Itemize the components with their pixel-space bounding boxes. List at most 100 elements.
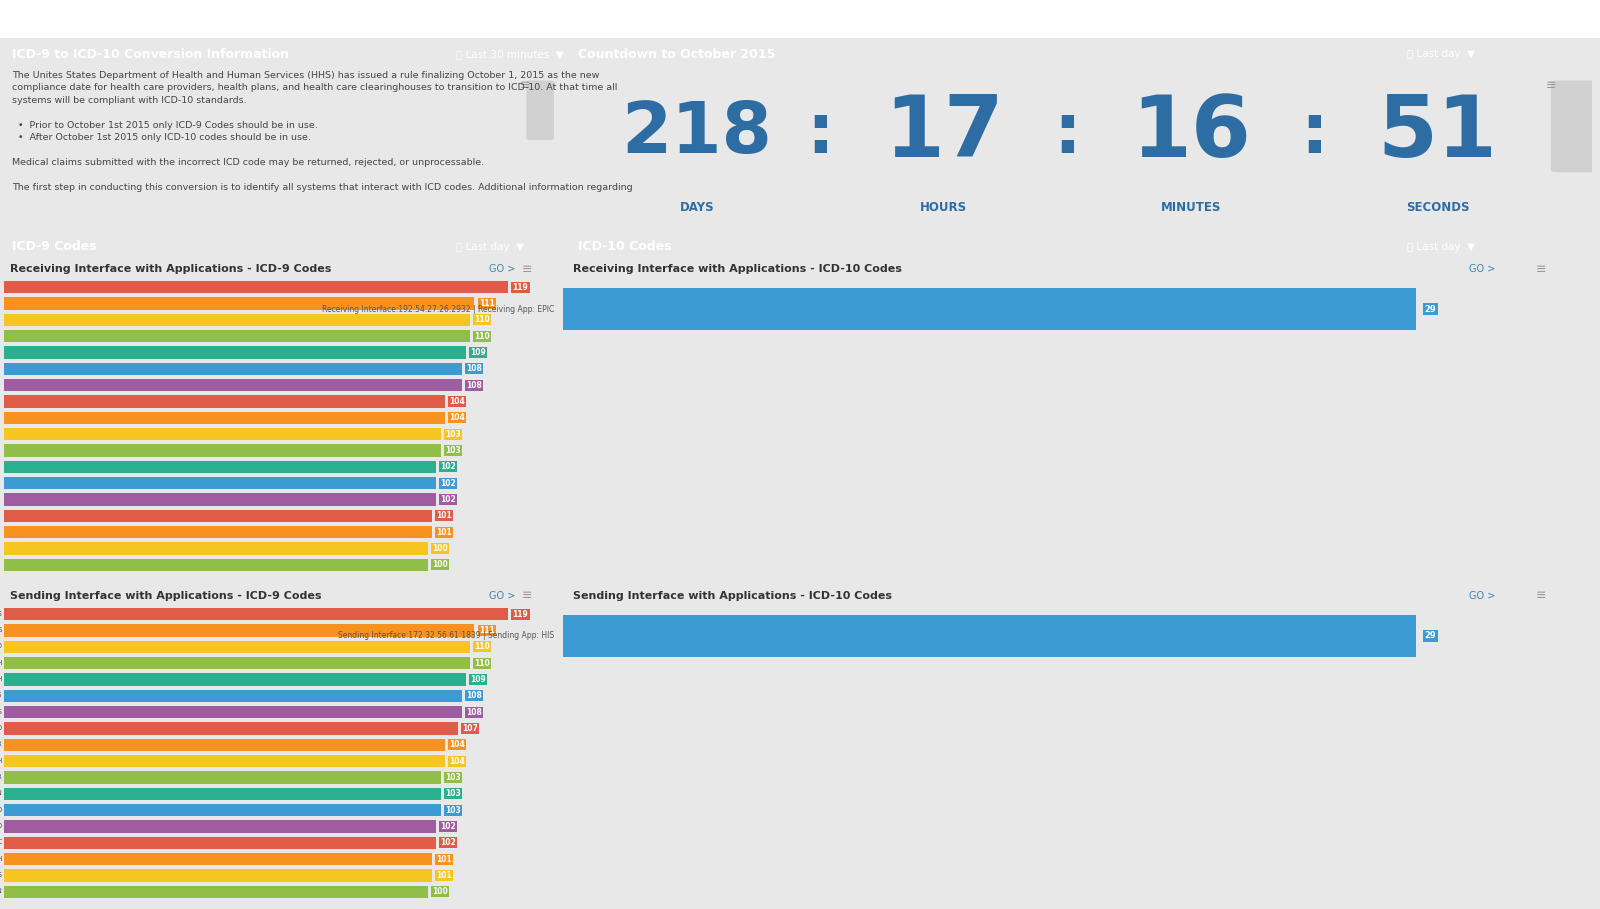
- Text: Receiving Interface with Applications - ICD-10 Codes: Receiving Interface with Applications - …: [573, 264, 902, 274]
- Text: 101: 101: [437, 854, 453, 864]
- Text: ≡: ≡: [522, 263, 533, 275]
- Text: Sending Interface:192.54.12.46:7198 | Sending App: CARE360: Sending Interface:192.54.12.46:7198 | Se…: [0, 823, 2, 830]
- Bar: [563, 615, 1416, 657]
- Bar: [3, 739, 445, 751]
- Text: SECONDS: SECONDS: [1406, 201, 1469, 215]
- Bar: [3, 723, 458, 734]
- Text: 103: 103: [445, 789, 461, 798]
- Text: Sending Interface:192.54.12.46:2932 | Sending App: MCKESSON: Sending Interface:192.54.12.46:2932 | Se…: [0, 888, 2, 895]
- FancyBboxPatch shape: [526, 81, 554, 140]
- Text: 110: 110: [475, 332, 490, 341]
- Text: 109: 109: [470, 348, 486, 357]
- Text: Sending Interface:192.54.12.46:1839 | Sending App: CARE360: Sending Interface:192.54.12.46:1839 | Se…: [0, 725, 2, 732]
- Text: Receiving Interface:192.54.27.26:2932 | Receiving App: EPIC: Receiving Interface:192.54.27.26:2932 | …: [322, 305, 554, 314]
- Text: ≡: ≡: [522, 590, 533, 603]
- Text: Sending Interface:192.54.12.46:1839 | Sending App: ALLSCRIPTS: Sending Interface:192.54.12.46:1839 | Se…: [0, 611, 2, 618]
- Bar: [3, 706, 462, 718]
- Text: Sending Interface:172.32.56.61:7198 | Sending App: MIRTH: Sending Interface:172.32.56.61:7198 | Se…: [0, 660, 2, 666]
- FancyBboxPatch shape: [1555, 2, 1595, 38]
- Text: Sending Interface:192.54.12.46:1839 | Sending App: MIRTH: Sending Interface:192.54.12.46:1839 | Se…: [0, 758, 2, 764]
- Text: ⏱ Last 30 minutes  ▼: ⏱ Last 30 minutes ▼: [456, 49, 563, 59]
- Text: Sending Interface with Applications - ICD-10 Codes: Sending Interface with Applications - IC…: [573, 591, 893, 601]
- Text: MINUTES: MINUTES: [1160, 201, 1221, 215]
- Text: ⏱ Last day  ▼: ⏱ Last day ▼: [1406, 242, 1475, 252]
- Text: 110: 110: [475, 659, 490, 668]
- Text: Sending Interface:10.10.22.85:1839 | Sending App: CARE360: Sending Interface:10.10.22.85:1839 | Sen…: [0, 644, 2, 650]
- Text: 102: 102: [440, 479, 456, 487]
- Text: 16: 16: [1131, 92, 1251, 175]
- Text: 101: 101: [437, 527, 453, 536]
- Text: Sending Interface:10.10.22.85:2932 | Sending App: MIRTH: Sending Interface:10.10.22.85:2932 | Sen…: [0, 855, 2, 863]
- Text: 103: 103: [445, 430, 461, 439]
- Bar: [3, 885, 427, 898]
- Bar: [3, 657, 470, 669]
- Text: ICD-10 Codes: ICD-10 Codes: [579, 241, 672, 254]
- Text: 101: 101: [437, 871, 453, 880]
- Bar: [3, 674, 466, 685]
- Text: 110: 110: [475, 315, 490, 325]
- Text: 104: 104: [450, 397, 464, 406]
- Text: 108: 108: [466, 692, 482, 700]
- Text: ⏱ Last day  ▼: ⏱ Last day ▼: [1406, 49, 1475, 59]
- Text: Sending Interface:172.32.56.61:7198 | Sending App: ALLSCRIPTS: Sending Interface:172.32.56.61:7198 | Se…: [0, 872, 2, 879]
- Text: ICD-9 to ICD-10 Conversion Information: ICD-9 to ICD-10 Conversion Information: [13, 47, 290, 61]
- Bar: [3, 821, 437, 833]
- Text: 108: 108: [466, 365, 482, 374]
- Bar: [3, 869, 432, 882]
- Text: 102: 102: [440, 838, 456, 847]
- Text: Sending Interface with Applications - ICD-9 Codes: Sending Interface with Applications - IC…: [10, 591, 322, 601]
- Bar: [3, 788, 440, 800]
- Text: 103: 103: [445, 446, 461, 455]
- Bar: [3, 379, 462, 391]
- Text: Sending Interface:192.54.12.46:2932 | Sending App: CERNER: Sending Interface:192.54.12.46:2932 | Se…: [0, 774, 2, 781]
- Text: ⋮: ⋮: [1568, 11, 1584, 29]
- Text: 111: 111: [478, 299, 494, 308]
- Text: Sending Interface:192.54.12.46:1839 | Sending App: HIS: Sending Interface:192.54.12.46:1839 | Se…: [0, 693, 2, 699]
- Text: 101: 101: [437, 512, 453, 520]
- Text: 29: 29: [1424, 632, 1437, 641]
- Text: 102: 102: [440, 822, 456, 831]
- Text: DAYS: DAYS: [680, 201, 714, 215]
- Text: Sending Interface:172.32.56.61:2932 | Sending App: MCKESSON: Sending Interface:172.32.56.61:2932 | Se…: [0, 790, 2, 797]
- Text: Sending Interface:172.32.56.61:2932 | Sending App: EPIC: Sending Interface:172.32.56.61:2932 | Se…: [0, 839, 2, 846]
- Bar: [3, 772, 440, 784]
- Bar: [3, 510, 432, 522]
- Bar: [3, 543, 427, 554]
- Text: 108: 108: [466, 708, 482, 716]
- Bar: [3, 559, 427, 571]
- Text: 218: 218: [621, 99, 773, 168]
- Text: 104: 104: [450, 740, 464, 749]
- Bar: [3, 281, 509, 294]
- Text: Sending Interface:172.32.56.61:7198 | Sending App: CARE360: Sending Interface:172.32.56.61:7198 | Se…: [0, 806, 2, 814]
- Text: ≡: ≡: [1536, 590, 1546, 603]
- Bar: [3, 445, 440, 456]
- Bar: [3, 836, 437, 849]
- Text: HL7 - ICD Detection Dashboard: HL7 - ICD Detection Dashboard: [16, 11, 320, 29]
- Text: ≡: ≡: [1536, 263, 1546, 275]
- Text: 102: 102: [440, 463, 456, 472]
- Text: :: :: [1301, 100, 1328, 167]
- Text: GO >: GO >: [490, 264, 515, 274]
- Bar: [3, 755, 445, 767]
- Bar: [3, 412, 445, 424]
- Text: Countdown to October 2015: Countdown to October 2015: [579, 47, 776, 61]
- Text: ⏱ Last day  ▼: ⏱ Last day ▼: [456, 242, 523, 252]
- FancyBboxPatch shape: [1550, 81, 1597, 173]
- Text: 103: 103: [445, 773, 461, 782]
- Text: 108: 108: [466, 381, 482, 390]
- Bar: [3, 690, 462, 702]
- Text: :: :: [1053, 100, 1082, 167]
- Text: ICD-9 Codes: ICD-9 Codes: [13, 241, 98, 254]
- Text: 103: 103: [445, 805, 461, 814]
- Bar: [3, 494, 437, 505]
- Text: 100: 100: [432, 544, 448, 553]
- Bar: [3, 314, 470, 326]
- Text: 111: 111: [478, 626, 494, 635]
- Text: Sending Interface:172.32.56.61:7198 | Sending App: MIRTH: Sending Interface:172.32.56.61:7198 | Se…: [0, 676, 2, 683]
- Text: Sending Interface:10.10.22.85:1839 | Sending App: HIS: Sending Interface:10.10.22.85:1839 | Sen…: [0, 627, 2, 634]
- Text: 104: 104: [450, 414, 464, 423]
- Bar: [3, 624, 475, 636]
- Text: :: :: [806, 100, 834, 167]
- Text: Sending Interface:10.10.22.85:2932 | Sending App: ALLSCRIPTS: Sending Interface:10.10.22.85:2932 | Sen…: [0, 709, 2, 715]
- Bar: [3, 641, 470, 653]
